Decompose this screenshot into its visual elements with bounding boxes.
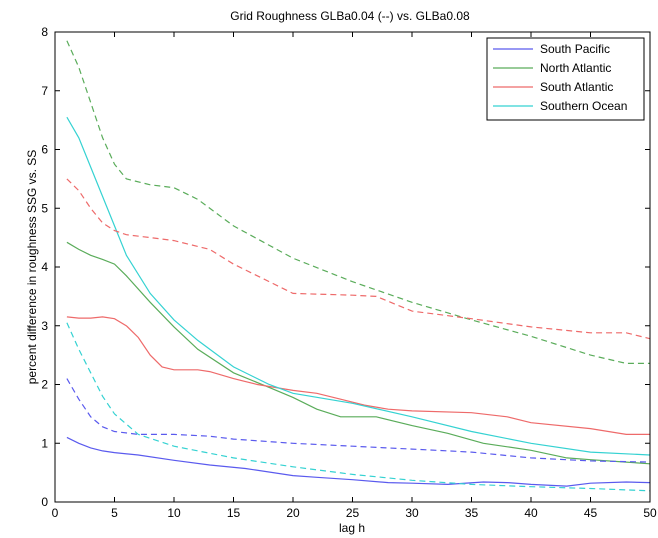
x-tick-label: 30 [405,506,419,520]
y-axis: 0 1 2 3 4 5 6 7 8 [41,25,650,509]
chart-title: Grid Roughness GLBa0.04 (--) vs. GLBa0.0… [230,9,470,23]
x-tick-label: 40 [524,506,538,520]
y-tick-label: 5 [41,201,48,215]
y-tick-label: 3 [41,319,48,333]
x-tick-label: 15 [227,506,241,520]
series-line-southern-ocean [66,116,651,456]
series-line-south-pacific [66,436,651,487]
y-tick-label: 1 [41,436,48,450]
x-tick-label: 10 [167,506,181,520]
x-tick-label: 45 [584,506,598,520]
x-tick-label: 5 [111,506,118,520]
x-tick-label: 0 [52,506,59,520]
x-tick-label: 20 [286,506,300,520]
x-axis-title: lag h [339,521,365,535]
legend-label: Southern Ocean [540,99,627,113]
legend-label: South Pacific [540,42,610,56]
series-line-south-atlantic-glba0-04 [66,178,651,340]
y-tick-label: 2 [41,378,48,392]
y-tick-label: 7 [41,84,48,98]
y-tick-label: 6 [41,143,48,157]
plot-area [66,40,651,492]
legend: South Pacific North Atlantic South Atlanti… [486,37,645,121]
legend-label: South Atlantic [540,80,613,94]
x-tick-label: 50 [643,506,657,520]
series-line-north-atlantic [66,241,651,465]
x-tick-label: 25 [346,506,360,520]
y-tick-label: 8 [41,25,48,39]
legend-label: North Atlantic [540,61,611,75]
y-tick-label: 4 [41,260,48,274]
y-axis-title: percent difference in roughness SSG vs. … [25,150,39,385]
y-tick-label: 0 [41,495,48,509]
series-line-south-atlantic [66,316,650,435]
x-tick-label: 35 [465,506,479,520]
series-line-southern-ocean-glba0-04 [66,322,651,492]
x-axis: 0 5 10 15 20 25 30 35 40 45 50 [52,32,657,520]
series-line-south-pacific-glba0-04 [66,378,651,463]
